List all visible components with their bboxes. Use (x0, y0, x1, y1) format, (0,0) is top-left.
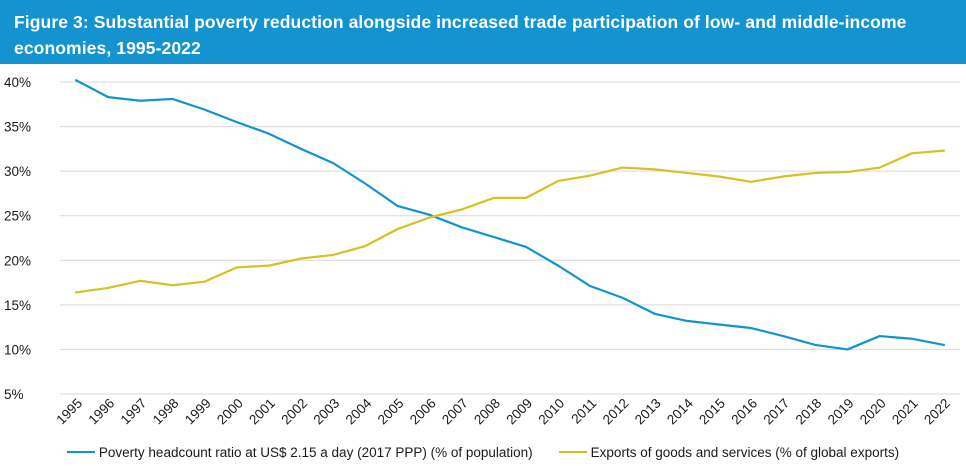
x-tick-label: 2014 (664, 395, 696, 427)
x-tick-label: 1997 (118, 396, 150, 428)
x-tick-label: 1998 (150, 396, 182, 428)
x-tick-label: 2017 (760, 396, 792, 428)
x-tick-label: 2009 (503, 396, 535, 428)
chart-legend: Poverty headcount ratio at US$ 2.15 a da… (0, 442, 966, 462)
x-tick-label: 1996 (85, 396, 117, 428)
legend-label-exports: Exports of goods and services (% of glob… (590, 444, 900, 460)
gridlines (60, 81, 960, 395)
legend-swatch-poverty (66, 451, 95, 453)
y-tick-label: 20% (4, 253, 31, 268)
x-tick-label: 2003 (310, 396, 342, 428)
x-tick-label: 2007 (439, 396, 471, 428)
x-tick-label: 2004 (343, 395, 375, 427)
series-line-poverty (74, 79, 946, 351)
x-tick-label: 2022 (921, 396, 953, 428)
x-tick-label: 2020 (857, 396, 889, 428)
y-tick-label: 30% (4, 164, 31, 179)
x-tick-label: 2001 (246, 396, 278, 428)
legend-label-poverty: Poverty headcount ratio at US$ 2.15 a da… (98, 444, 533, 460)
x-axis-tick-labels: 1995 1996 1997 1998 1999 2000 2001 2002 2003 2004… (53, 395, 953, 427)
y-tick-label: 15% (4, 298, 31, 313)
x-tick-label: 2010 (535, 396, 567, 428)
y-tick-label: 10% (4, 342, 31, 357)
x-tick-label: 2016 (728, 396, 760, 428)
x-tick-label: 2012 (600, 396, 632, 428)
y-tick-label: 25% (4, 209, 31, 224)
legend-item-exports: Exports of goods and services (% of glob… (558, 444, 900, 460)
x-tick-label: 2015 (696, 396, 728, 428)
x-tick-label: 2018 (793, 396, 825, 428)
x-tick-label: 2002 (278, 396, 310, 428)
y-axis-tick-labels: 5% 10% 15% 20% 25% 30% 35% 40% (4, 75, 31, 402)
y-tick-label: 40% (4, 75, 31, 90)
line-chart: 5% 10% 15% 20% 25% 30% 35% 40% 1995 1996 1997 1998… (4, 75, 960, 427)
series-lines (74, 79, 946, 351)
x-tick-label: 2006 (407, 396, 439, 428)
legend-swatch-exports (558, 451, 587, 453)
figure-header: Figure 3: Substantial poverty reduction … (0, 0, 966, 64)
x-tick-label: 2021 (889, 396, 921, 428)
legend-item-poverty: Poverty headcount ratio at US$ 2.15 a da… (66, 444, 533, 460)
series-line-exports (74, 149, 946, 294)
x-tick-label: 1995 (53, 396, 85, 428)
x-tick-label: 2008 (471, 396, 503, 428)
x-tick-label: 2011 (568, 396, 599, 427)
x-tick-label: 2019 (825, 396, 857, 428)
x-tick-label: 2005 (375, 396, 407, 428)
y-tick-label: 5% (4, 387, 24, 402)
x-tick-label: 2000 (214, 396, 246, 428)
x-tick-label: 2013 (632, 396, 664, 428)
figure-title: Figure 3: Substantial poverty reduction … (14, 12, 907, 58)
x-tick-label: 1999 (182, 396, 214, 428)
y-tick-label: 35% (4, 120, 31, 135)
